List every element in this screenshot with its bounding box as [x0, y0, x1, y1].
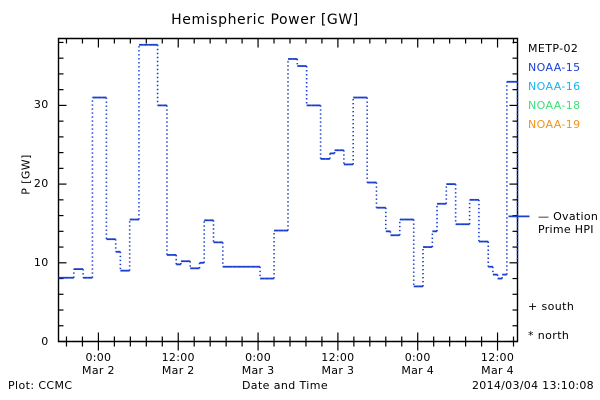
chart-title: Hemispheric Power [GW] [171, 12, 359, 28]
legend-item-noaa-19: NOAA-19 [528, 118, 581, 131]
x-axis-label: Date and Time [241, 379, 329, 392]
x-tick-time: 0:00 [85, 351, 112, 364]
x-tick-date: Mar 4 [481, 363, 514, 377]
legend-item-metp-02: METP-02 [528, 42, 579, 55]
x-tick-label: 12:00 Mar 2 [133, 351, 223, 377]
x-tick-time: 12:00 [321, 351, 355, 364]
legend-item-noaa-15: NOAA-15 [528, 61, 581, 74]
y-tick-label: 0 [41, 334, 49, 348]
legend-item-noaa-16: NOAA-16 [528, 80, 581, 93]
x-tick-date: Mar 2 [82, 363, 115, 377]
legend-ovation-line-1: — Ovation [538, 210, 599, 223]
x-tick-date: Mar 4 [401, 363, 435, 377]
legend-marker-north: * north [528, 329, 570, 342]
x-tick-time: 0:00 [404, 351, 431, 364]
x-tick-time: 12:00 [161, 351, 195, 364]
x-tick-label: 0:00 Mar 3 [213, 351, 303, 377]
data-series-0 [58, 43, 519, 288]
legend-ovation-prime-hpi: — Ovation Prime HPI [538, 210, 599, 236]
legend-marker-south: + south [528, 300, 575, 313]
x-tick-date: Mar 3 [241, 363, 275, 377]
x-tick-date: Mar 3 [321, 363, 355, 377]
x-tick-label: 0:00 Mar 2 [53, 351, 143, 377]
legend-ovation-line-2: Prime HPI [538, 222, 594, 236]
x-tick-label: 12:00 Mar 3 [293, 351, 383, 377]
plot-source-label: Plot: CCMC [8, 379, 73, 392]
x-tick-label: 12:00 Mar 4 [453, 351, 543, 377]
x-tick-time: 12:00 [480, 351, 515, 364]
legend-item-noaa-18: NOAA-18 [528, 99, 581, 112]
x-tick-time: 0:00 [245, 351, 272, 364]
x-axis-ticks [65, 38, 515, 351]
x-tick-date: Mar 2 [161, 363, 195, 377]
y-tick-label: 30 [33, 98, 49, 112]
y-axis-ticks [58, 41, 518, 343]
y-tick-label: 20 [33, 177, 49, 191]
x-tick-label: 0:00 Mar 4 [373, 351, 463, 377]
timestamp-label: 2014/03/04 13:10:08 [471, 379, 594, 392]
y-tick-label: 10 [33, 255, 49, 269]
